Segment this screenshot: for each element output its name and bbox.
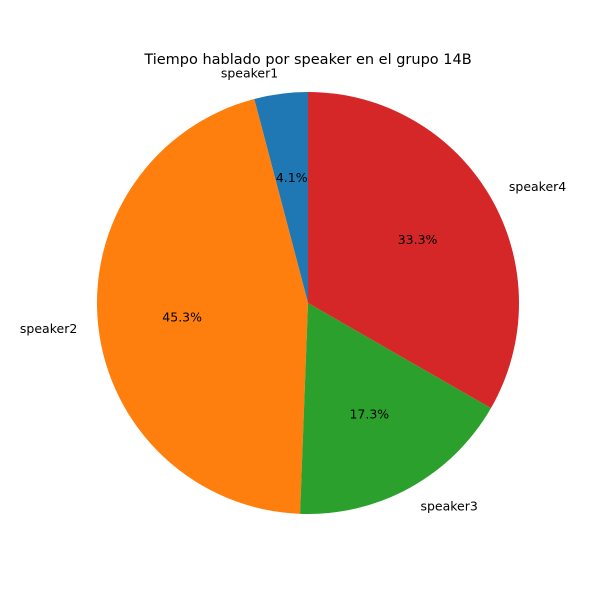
percent-label-speaker1: 4.1% — [276, 170, 308, 185]
category-label-speaker1: speaker1 — [221, 65, 278, 80]
chart-title: Tiempo hablado por speaker en el grupo 1… — [143, 52, 471, 68]
percent-label-speaker4: 33.3% — [398, 232, 438, 247]
percent-label-speaker2: 45.3% — [162, 309, 202, 324]
pie-slice-speaker2 — [96, 98, 309, 514]
pie-slices — [96, 92, 519, 514]
category-label-speaker3: speaker3 — [420, 499, 477, 514]
pie-slice-speaker3 — [300, 303, 491, 514]
category-label-speaker4: speaker4 — [509, 179, 566, 194]
pie-labels: speaker1 4.1% speaker2 45.3% speaker3 17.3% sp… — [20, 65, 566, 513]
percent-label-speaker3: 17.3% — [349, 406, 389, 421]
pie-slice-speaker4 — [308, 92, 519, 409]
category-label-speaker2: speaker2 — [20, 321, 77, 336]
pie-slice-speaker1 — [254, 92, 308, 303]
